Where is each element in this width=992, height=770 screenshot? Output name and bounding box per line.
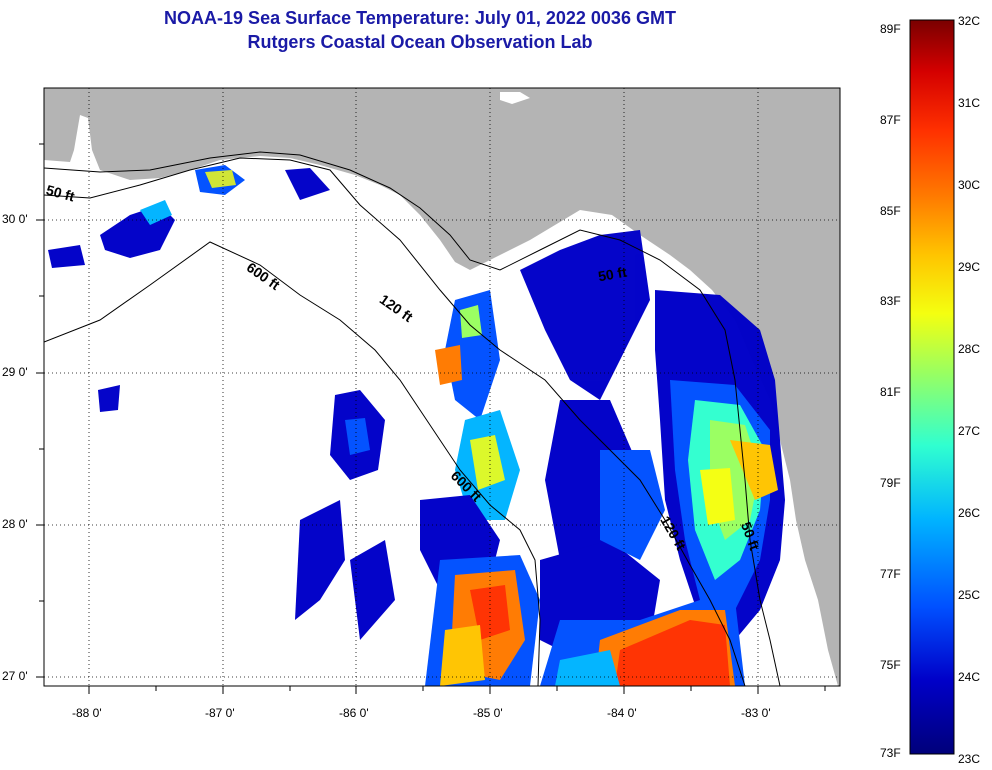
lat-label: 28 0' — [2, 517, 28, 531]
colorbar — [909, 19, 955, 755]
colorbar-c-label: 23C — [958, 752, 981, 766]
map-title: NOAA-19 Sea Surface Temperature: July 01… — [164, 8, 676, 28]
colorbar-c-label: 26C — [958, 506, 981, 520]
colorbar-c-label: 32C — [958, 14, 981, 28]
map-subtitle: Rutgers Coastal Ocean Observation Lab — [247, 32, 593, 52]
colorbar-f-label: 89F — [880, 22, 901, 36]
colorbar-f-label: 87F — [880, 113, 901, 127]
colorbar-f-label: 77F — [880, 567, 901, 581]
lon-label: -86 0' — [339, 706, 369, 720]
lon-label: -85 0' — [473, 706, 503, 720]
colorbar-c-label: 29C — [958, 260, 981, 274]
lat-label: 30 0' — [2, 212, 28, 226]
sst-data — [48, 165, 785, 686]
colorbar-c-label: 28C — [958, 342, 981, 356]
colorbar-c-label: 31C — [958, 96, 981, 110]
colorbar-f-label: 73F — [880, 746, 901, 760]
lon-label: -83 0' — [741, 706, 771, 720]
graticule — [44, 88, 840, 686]
lat-label: 27 0' — [2, 669, 28, 683]
colorbar-c-label: 25C — [958, 588, 981, 602]
colorbar-c-label: 27C — [958, 424, 981, 438]
lon-label: -87 0' — [205, 706, 235, 720]
lon-label: -88 0' — [72, 706, 102, 720]
map-frame — [43, 87, 841, 687]
isobaths — [44, 151, 781, 686]
land-mass — [44, 88, 840, 686]
lat-label: 29 0' — [2, 365, 28, 379]
colorbar-f-label: 81F — [880, 385, 901, 399]
colorbar-f-label: 75F — [880, 658, 901, 672]
colorbar-f-label: 85F — [880, 204, 901, 218]
colorbar-f-label: 83F — [880, 294, 901, 308]
colorbar-f-label: 79F — [880, 476, 901, 490]
lon-label: -84 0' — [607, 706, 637, 720]
colorbar-c-label: 24C — [958, 670, 981, 684]
colorbar-c-label: 30C — [958, 178, 981, 192]
